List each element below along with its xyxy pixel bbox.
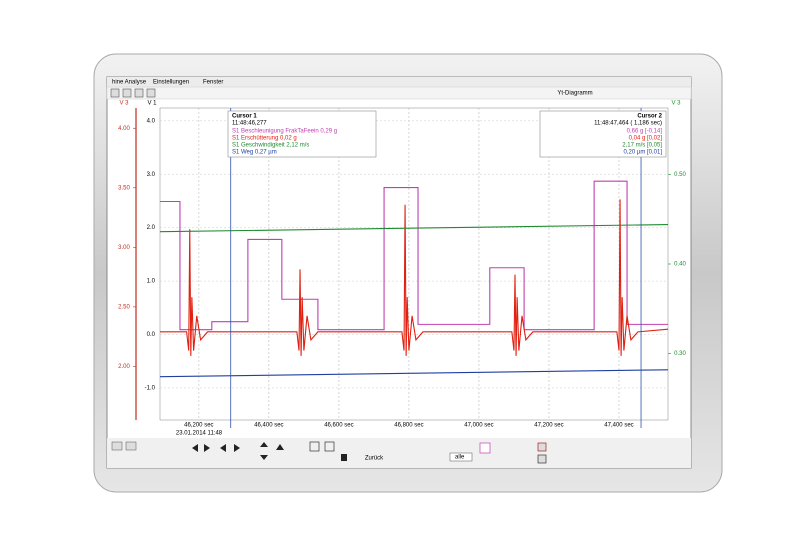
cursor-time: 11:48:46,277 bbox=[232, 121, 267, 127]
bottom-toolbar: Zurück alle bbox=[107, 438, 691, 468]
tool-icon[interactable] bbox=[309, 441, 320, 452]
axis-label: V 3 bbox=[671, 101, 681, 107]
cursor-value: S1 Geschwindigkeit 2,12 m/s bbox=[232, 143, 309, 149]
cursor-value: S1 Weg 0,27 µm bbox=[232, 150, 277, 156]
x-tick-label: 46,800 sec bbox=[394, 423, 423, 429]
y-red-tick-label: 4.00 bbox=[118, 126, 130, 132]
date-label: 23.01.2014 11:48 bbox=[176, 431, 223, 437]
tool-icon[interactable] bbox=[111, 441, 123, 451]
x-tick-label: 47,000 sec bbox=[464, 423, 493, 429]
menu-item[interactable]: Einstellungen bbox=[153, 80, 189, 86]
back-button[interactable]: Zurück bbox=[365, 456, 384, 462]
y-red-tick-label: 3.00 bbox=[118, 245, 130, 251]
x-tick-label: 46,200 sec bbox=[184, 423, 213, 429]
cursor-value: S1 Beschleunigung FrakTaFeein 0,29 g bbox=[232, 129, 337, 135]
y-green-tick-label: 0.30 bbox=[674, 351, 686, 357]
cursor-title: Cursor 1 bbox=[232, 114, 257, 120]
y-tick-label: 1.0 bbox=[147, 279, 156, 285]
tool-icon[interactable] bbox=[479, 442, 491, 454]
tool-icon[interactable] bbox=[146, 88, 156, 98]
y-tick-label: 4.0 bbox=[147, 118, 156, 124]
tool-icon[interactable] bbox=[537, 442, 547, 452]
menu-bar bbox=[107, 77, 691, 87]
axis-label: V 3 bbox=[119, 101, 129, 107]
cursor-box bbox=[227, 110, 377, 158]
range-dropdown[interactable] bbox=[449, 452, 473, 462]
tool-icon[interactable] bbox=[134, 88, 144, 98]
cursor-box bbox=[539, 110, 667, 158]
y-red-tick-label: 2.00 bbox=[118, 364, 130, 370]
menu-item[interactable]: hine Analyse bbox=[112, 80, 147, 86]
pause-icon[interactable] bbox=[341, 454, 347, 461]
y-green-tick-label: 0.40 bbox=[674, 262, 686, 268]
axis-label: V 1 bbox=[147, 101, 157, 107]
y-tick-label: 2.0 bbox=[147, 225, 156, 231]
menu-item[interactable]: Fenster bbox=[203, 80, 223, 86]
x-tick-label: 47,200 sec bbox=[534, 423, 563, 429]
cursor-1-box: Cursor 1 11:48:46,277 S1 Beschleunigung … bbox=[227, 110, 377, 158]
plot-area bbox=[159, 107, 669, 421]
y-tick-label: -1.0 bbox=[145, 386, 156, 392]
cursor-value: 0,04 g [0,02] bbox=[629, 136, 663, 142]
y-green-tick-label: 0.50 bbox=[674, 172, 686, 178]
cursor-value: S1 Erschütterung 0,02 g bbox=[232, 136, 297, 142]
tool-icon[interactable] bbox=[125, 441, 137, 451]
x-tick-label: 47,400 sec bbox=[604, 423, 633, 429]
x-tick-label: 46,400 sec bbox=[254, 423, 283, 429]
cursor-2-box: Cursor 2 11:48:47,464 ( 1,186 sec) 0,66 … bbox=[539, 110, 667, 158]
nav-arrows[interactable] bbox=[192, 444, 240, 452]
tool-icon[interactable] bbox=[324, 441, 335, 452]
series-line bbox=[160, 199, 669, 356]
window-title: Yt-Diagramm bbox=[557, 91, 592, 97]
y-red-tick-label: 2.50 bbox=[118, 304, 130, 310]
series-line bbox=[159, 369, 669, 378]
tool-icon[interactable] bbox=[110, 88, 120, 98]
tool-icon[interactable] bbox=[537, 454, 547, 464]
tool-icon[interactable] bbox=[122, 88, 132, 98]
title-bar bbox=[106, 86, 692, 100]
cursor-title: Cursor 2 bbox=[637, 114, 662, 120]
series-line bbox=[160, 180, 668, 331]
cursor-time: 11:48:47,464 ( 1,186 sec) bbox=[594, 121, 662, 127]
zoom-arrows[interactable] bbox=[260, 442, 284, 460]
y-tick-label: 3.0 bbox=[147, 172, 156, 178]
range-value: alle bbox=[455, 455, 465, 461]
y-red-tick-label: 3.50 bbox=[118, 185, 130, 191]
cursor-value: 2,17 m/s [0,05] bbox=[622, 143, 662, 149]
x-tick-label: 46,600 sec bbox=[324, 423, 353, 429]
cursor-value: 0,20 µm [0,01] bbox=[624, 150, 663, 156]
y-tick-label: 0.0 bbox=[147, 332, 156, 338]
series-line bbox=[159, 224, 669, 233]
cursor-value: 0,66 g [-0,14] bbox=[627, 129, 663, 135]
toolbar-bg bbox=[107, 438, 691, 468]
plot: V 3 V 1 V 3 23.01.2014 11:48 46,200 sec 4… bbox=[118, 101, 686, 437]
